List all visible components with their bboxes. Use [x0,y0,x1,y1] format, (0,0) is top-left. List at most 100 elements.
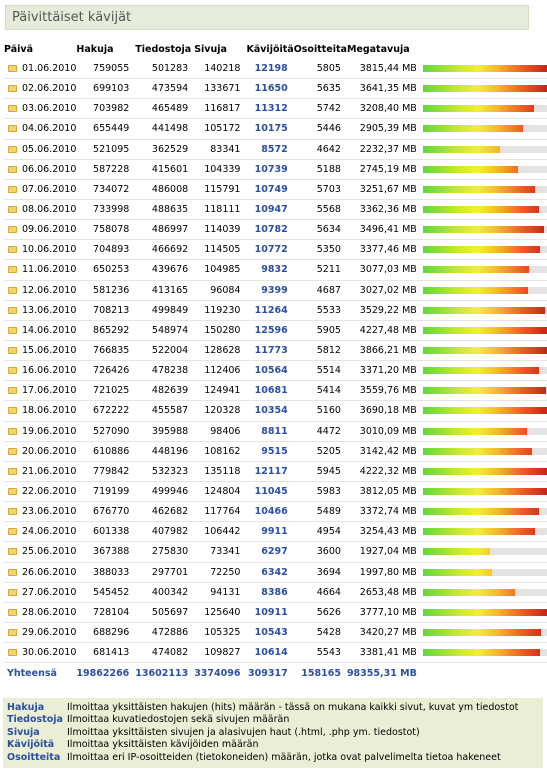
row-visits: 6297 [246,541,294,563]
row-pages: 115791 [194,179,247,200]
row-bar-cell [422,461,547,482]
row-mb: 3866,21 MB [346,340,423,362]
row-files: 473594 [135,78,195,100]
row-files: 407982 [135,521,195,543]
row-date-text: 20.06.2010 [22,445,77,457]
table-row: 03.06.2010 703982 465489 116817 11312 5742 320… [4,98,547,120]
row-pages: 108162 [194,441,247,462]
row-files: 395988 [135,421,195,442]
folder-icon [8,306,17,314]
mb-bar-track [422,226,547,234]
row-date-text: 19.06.2010 [22,425,77,437]
table-row: 19.06.2010 527090 395988 98406 8811 4472 3010,… [4,421,547,442]
row-mb: 3690,18 MB [346,400,423,422]
row-date: 19.06.2010 [4,421,77,442]
folder-icon [8,649,17,657]
row-date-text: 21.06.2010 [22,465,77,477]
row-bar-cell [422,441,547,462]
row-files: 455587 [135,400,195,422]
mb-bar-fill [422,488,547,496]
row-hits: 708213 [76,300,136,321]
folder-icon [8,165,17,173]
row-visits: 9832 [246,259,294,281]
totals-label: Yhteensä [7,667,57,679]
row-date-text: 17.06.2010 [22,385,77,397]
row-files: 297701 [135,562,195,583]
row-visits: 12596 [246,320,294,341]
row-mb: 3371,20 MB [346,360,423,382]
row-date-text: 10.06.2010 [22,244,77,256]
row-ips: 4687 [293,280,347,301]
legend-description: Ilmoittaa yksittäisten kävijöiden määrän [67,739,259,751]
row-hits: 672222 [76,400,136,422]
folder-icon [8,286,17,294]
row-files: 505697 [135,602,195,623]
row-mb: 3077,03 MB [346,259,423,281]
row-date-text: 06.06.2010 [22,163,77,175]
row-ips: 5703 [293,179,347,200]
row-hits: 699103 [76,78,136,100]
totals-files: 13602113 [135,667,189,679]
header-files: Tiedostoja [135,44,192,55]
row-hits: 587228 [76,159,136,180]
row-bar-cell [422,199,547,221]
row-bar-cell [422,139,547,160]
row-pages: 116817 [194,98,247,120]
table-row: 25.06.2010 367388 275830 73341 6297 3600 1927,… [4,541,547,563]
row-date-text: 01.06.2010 [22,63,77,75]
row-ips: 5805 [293,59,347,80]
table-row: 10.06.2010 704893 466692 114505 10772 5350 337… [4,239,547,261]
row-bar-cell [422,300,547,321]
folder-icon [8,367,17,375]
folder-icon [8,347,17,355]
row-hits: 545452 [76,582,136,603]
row-pages: 114039 [194,219,247,241]
totals-ips: 158165 [301,667,341,679]
mb-bar-track [422,548,547,556]
row-ips: 4954 [293,521,347,543]
row-hits: 721025 [76,380,136,402]
legend-term: Kävijöitä [7,739,55,751]
row-date: 03.06.2010 [4,98,77,120]
row-hits: 610886 [76,441,136,462]
row-files: 275830 [135,541,195,563]
mb-bar-fill [422,266,529,274]
row-pages: 119230 [194,300,247,321]
row-ips: 5188 [293,159,347,180]
mb-bar-track [422,266,547,274]
mb-bar-fill [422,105,534,113]
row-mb: 3142,42 MB [346,441,423,462]
row-pages: 94131 [194,582,247,603]
row-date-text: 11.06.2010 [22,264,77,276]
row-date: 14.06.2010 [4,320,77,341]
row-hits: 704893 [76,239,136,261]
mb-bar-track [422,206,547,214]
table-row: 05.06.2010 521095 362529 83341 8572 4642 2232,… [4,139,547,160]
row-date: 23.06.2010 [4,501,77,523]
table-row: 30.06.2010 681413 474082 109827 10614 5543 338… [4,642,547,664]
row-files: 482639 [135,380,195,402]
row-pages: 73341 [194,541,247,563]
row-date-text: 25.06.2010 [22,546,77,558]
mb-bar-fill [422,226,544,234]
row-ips: 5568 [293,199,347,221]
row-pages: 124941 [194,380,247,402]
row-hits: 681413 [76,642,136,664]
row-hits: 655449 [76,118,136,140]
row-date-text: 24.06.2010 [22,526,77,538]
row-visits: 10564 [246,360,294,382]
row-date: 13.06.2010 [4,300,77,321]
row-ips: 5635 [293,78,347,100]
mb-bar-fill [422,347,547,355]
row-ips: 4472 [293,421,347,442]
mb-bar-fill [422,85,547,93]
row-mb: 3372,74 MB [346,501,423,523]
table-row: 12.06.2010 581236 413165 96084 9399 4687 3027,… [4,280,547,301]
row-date: 01.06.2010 [4,59,77,80]
row-bar-cell [422,501,547,523]
row-bar-cell [422,280,547,301]
row-pages: 124804 [194,481,247,503]
mb-bar-track [422,105,547,113]
row-visits: 9515 [246,441,294,462]
row-visits: 11773 [246,340,294,362]
